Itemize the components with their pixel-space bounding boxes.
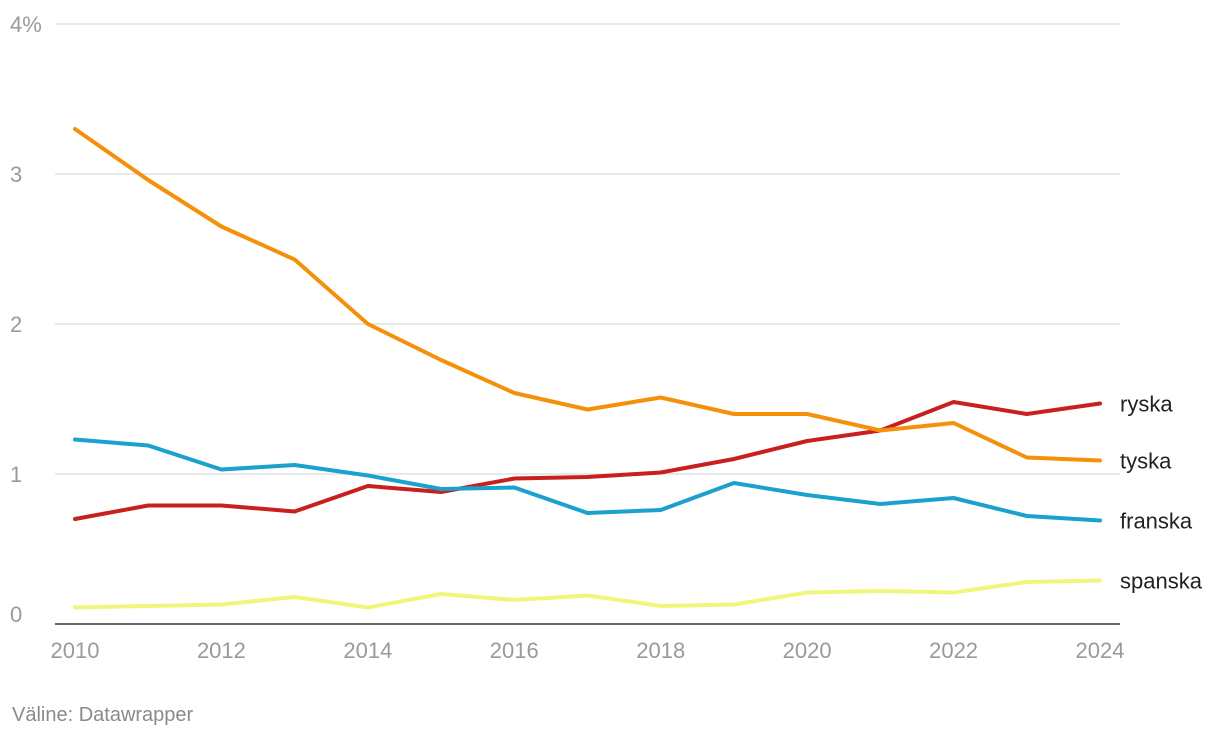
x-tick-label: 2024 (1076, 638, 1125, 663)
series-line-ryska (73, 400, 1102, 521)
source-note: Väline: Datawrapper (12, 704, 194, 726)
y-tick-label: 1 (10, 462, 22, 487)
series-labels: ryska tyska franska spanska (1120, 392, 1203, 594)
series-label-ryska: ryska (1120, 392, 1173, 417)
grid-lines (55, 23, 1120, 625)
x-tick-label: 2020 (783, 638, 832, 663)
series-line-spanska (73, 578, 1102, 610)
series-label-franska: franska (1120, 509, 1193, 534)
x-axis-ticks: 2010 2012 2014 2016 2018 2020 2022 2024 (51, 638, 1125, 663)
series-label-spanska: spanska (1120, 569, 1203, 594)
y-tick-label: 3 (10, 162, 22, 187)
x-tick-label: 2022 (929, 638, 978, 663)
series-label-tyska: tyska (1120, 449, 1172, 474)
x-tick-label: 2012 (197, 638, 246, 663)
x-tick-label: 2018 (636, 638, 685, 663)
y-tick-label: 4% (10, 12, 42, 37)
x-tick-label: 2016 (490, 638, 539, 663)
y-tick-label: 2 (10, 312, 22, 337)
series-line-franska (73, 437, 1102, 523)
y-tick-label: 0 (10, 602, 22, 627)
y-axis-ticks: 0 1 2 3 4% (10, 12, 42, 627)
series-line-tyska (73, 127, 1102, 463)
series-lines (73, 127, 1102, 610)
x-tick-label: 2010 (51, 638, 100, 663)
x-tick-label: 2014 (343, 638, 392, 663)
